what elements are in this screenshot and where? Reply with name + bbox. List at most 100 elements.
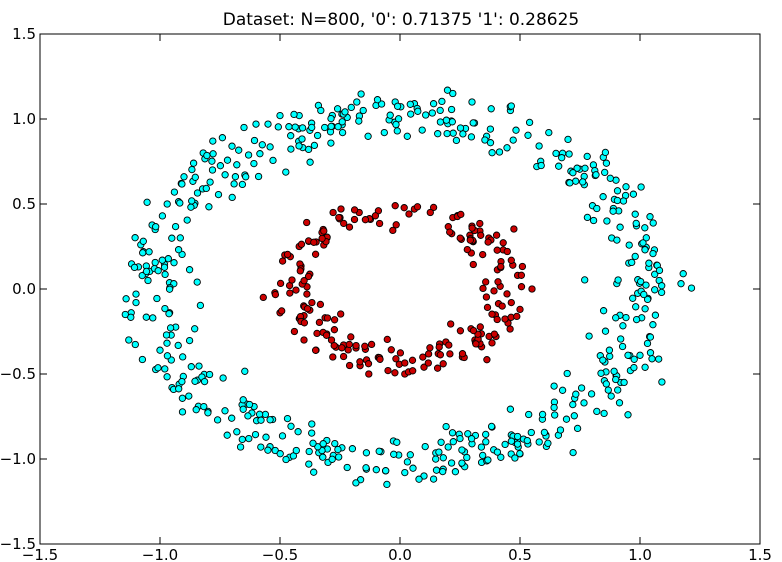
cyan-point — [208, 157, 216, 165]
cyan-point — [600, 409, 608, 418]
red-point — [482, 293, 491, 301]
cyan-point — [432, 466, 441, 474]
cyan-point — [436, 118, 445, 126]
red-point — [400, 204, 408, 212]
cyan-point — [191, 325, 199, 333]
cyan-point — [160, 263, 169, 271]
cyan-point — [540, 428, 549, 437]
red-point — [283, 250, 292, 259]
cyan-point — [651, 286, 659, 294]
cyan-point — [605, 346, 614, 354]
red-point — [335, 213, 343, 222]
cyan-point — [236, 443, 245, 451]
cyan-point — [618, 342, 627, 351]
cyan-point — [420, 472, 428, 480]
cyan-point — [223, 431, 231, 439]
cyan-point — [687, 284, 696, 292]
cyan-point — [132, 298, 140, 307]
cyan-point — [170, 188, 179, 196]
cyan-point — [581, 164, 589, 172]
cyan-point — [573, 164, 581, 172]
cyan-point — [143, 198, 151, 206]
red-point — [361, 342, 369, 350]
red-point — [463, 245, 471, 254]
red-point — [429, 203, 438, 212]
cyan-point — [613, 196, 622, 205]
red-point — [383, 335, 391, 344]
cyan-point — [274, 123, 282, 131]
cyan-point — [583, 213, 592, 222]
cyan-point — [467, 133, 476, 141]
red-point — [517, 271, 526, 279]
red-point — [466, 236, 474, 244]
red-point — [528, 285, 536, 293]
red-point — [492, 231, 501, 239]
red-point — [490, 330, 499, 338]
cyan-point — [175, 385, 183, 393]
cyan-point — [449, 438, 457, 446]
cyan-point — [372, 466, 380, 474]
cyan-point — [643, 295, 652, 304]
cyan-point — [456, 434, 464, 443]
cyan-point — [463, 453, 471, 462]
cyan-point — [624, 411, 632, 419]
cyan-point — [161, 365, 169, 373]
red-point — [483, 303, 492, 312]
cyan-point — [271, 446, 279, 455]
cyan-point — [333, 105, 342, 113]
cyan-point — [203, 151, 211, 160]
cyan-point — [373, 96, 382, 104]
cyan-point — [477, 443, 486, 451]
cyan-point — [152, 223, 160, 231]
red-point — [389, 226, 397, 235]
cyan-point — [435, 448, 443, 456]
red-point — [458, 350, 467, 358]
red-point — [322, 331, 331, 339]
red-point — [340, 219, 348, 228]
cyan-point — [158, 256, 166, 264]
cyan-point — [646, 349, 655, 357]
cyan-point — [649, 321, 657, 329]
cyan-point — [482, 430, 490, 439]
red-point — [497, 262, 505, 271]
red-point — [435, 343, 443, 351]
cyan-point — [580, 399, 588, 407]
cyan-point — [209, 137, 217, 145]
cyan-point — [200, 377, 209, 386]
cyan-point — [612, 314, 620, 322]
red-point — [330, 326, 339, 334]
cyan-point — [264, 120, 272, 128]
red-point — [292, 286, 300, 294]
red-point — [409, 367, 417, 375]
cyan-point — [443, 86, 452, 94]
cyan-point — [409, 464, 417, 472]
cyan-point — [205, 370, 214, 379]
cyan-point — [613, 236, 621, 244]
cyan-point — [614, 276, 622, 284]
cyan-point — [428, 109, 436, 117]
cyan-point — [362, 464, 370, 472]
cyan-point — [418, 126, 426, 134]
cyan-point — [353, 98, 361, 106]
cyan-point — [616, 223, 624, 231]
red-point — [499, 239, 507, 247]
red-point — [476, 323, 484, 331]
cyan-point — [185, 392, 193, 400]
cyan-point — [287, 422, 295, 430]
red-point — [426, 344, 434, 352]
cyan-point — [308, 420, 316, 428]
cyan-point — [341, 108, 349, 116]
cyan-point — [219, 374, 227, 382]
cyan-point — [589, 216, 598, 225]
cyan-point — [250, 136, 259, 145]
cyan-point — [632, 219, 640, 228]
cyan-point — [245, 434, 253, 443]
cyan-point — [486, 139, 495, 147]
cyan-point — [327, 114, 335, 123]
red-point — [361, 216, 370, 224]
cyan-point — [334, 445, 342, 454]
cyan-point — [569, 400, 577, 409]
red-point — [278, 307, 286, 315]
cyan-point — [228, 414, 236, 422]
cyan-point — [429, 100, 438, 108]
